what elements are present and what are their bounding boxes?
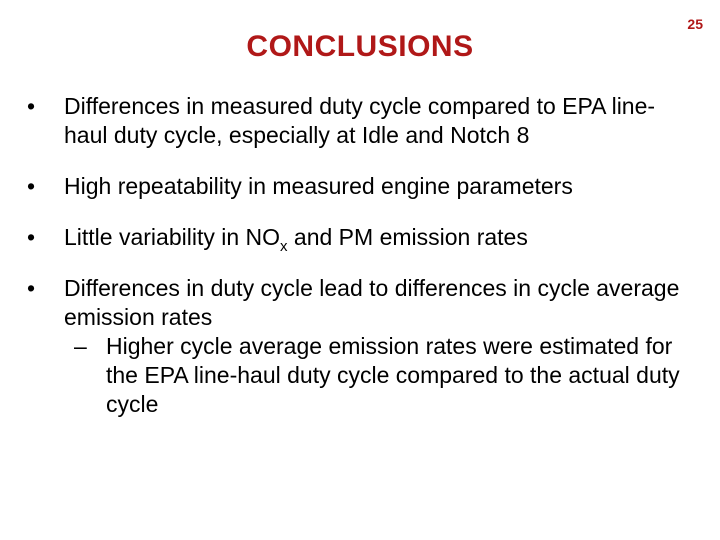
bullet-text: Differences in measured duty cycle compa…: [64, 93, 656, 148]
bullet-item-repeatability: • High repeatability in measured engine …: [27, 172, 697, 201]
bullet-text: Differences in duty cycle lead to differ…: [64, 275, 680, 330]
bullet-marker: •: [27, 93, 36, 119]
bullet-text-before: Little variability in NO: [64, 224, 281, 250]
bullet-marker: •: [27, 275, 36, 301]
nox-subscript: x: [280, 238, 288, 255]
sub-bullet-text: Higher cycle average emission rates were…: [106, 333, 680, 417]
slide-title: CONCLUSIONS: [246, 30, 474, 63]
bullet-list: • Differences in measured duty cycle com…: [27, 92, 697, 419]
bullet-text: Little variability in NOx and PM emissio…: [64, 223, 697, 255]
bullet-marker: •: [27, 224, 36, 250]
bullet-item-emission-variability: • Little variability in NOx and PM emiss…: [27, 223, 697, 255]
bullet-item-duty-cycle-differences: • Differences in measured duty cycle com…: [27, 92, 697, 150]
sub-bullet-list: – Higher cycle average emission rates we…: [64, 332, 697, 419]
page-number: 25: [687, 16, 703, 32]
bullet-marker: •: [27, 173, 36, 199]
bullet-text-after: and PM emission rates: [287, 224, 528, 250]
bullet-text: High repeatability in measured engine pa…: [64, 173, 573, 199]
bullet-item-cycle-average-rates: • Differences in duty cycle lead to diff…: [27, 274, 697, 419]
sub-bullet-marker: –: [74, 333, 87, 359]
sub-bullet-item-higher-rates: – Higher cycle average emission rates we…: [74, 332, 697, 419]
